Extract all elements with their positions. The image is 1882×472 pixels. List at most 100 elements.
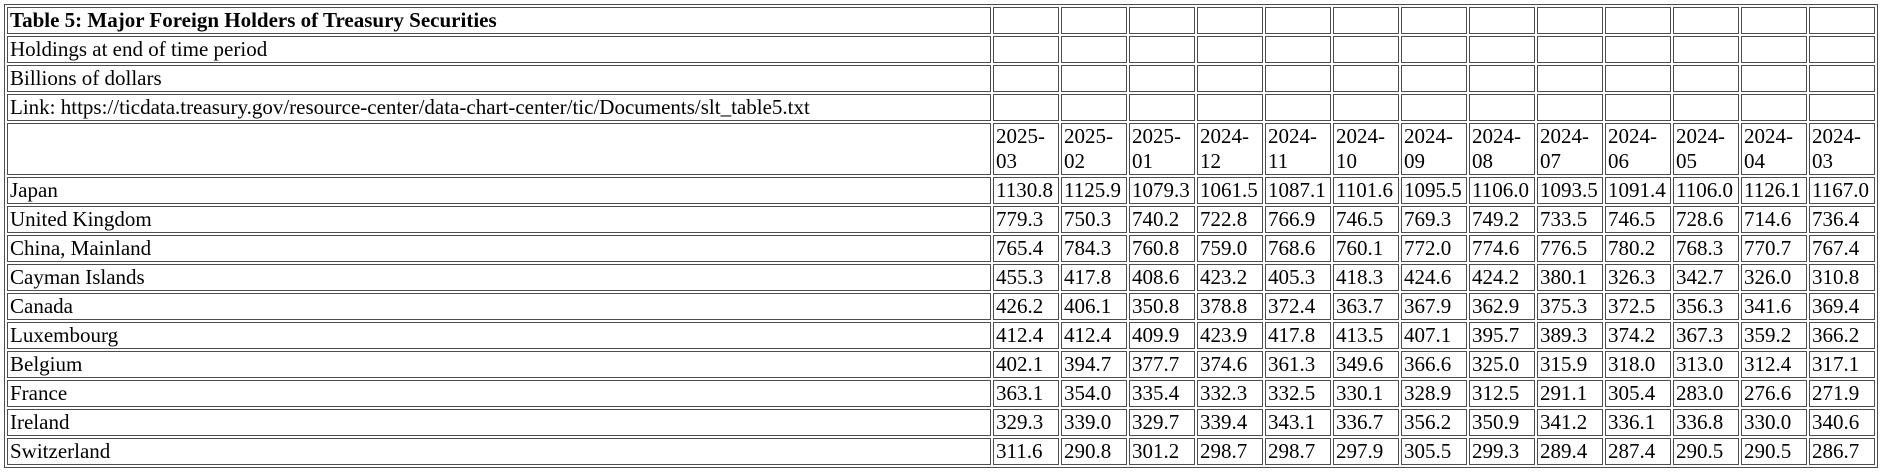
value-cell: 774.6 — [1469, 235, 1535, 262]
empty-cell — [1265, 36, 1331, 63]
value-cell: 318.0 — [1605, 351, 1671, 378]
value-cell: 283.0 — [1673, 380, 1739, 407]
date-column-header: 2025-01 — [1129, 123, 1195, 175]
value-cell: 290.5 — [1673, 438, 1739, 465]
value-cell: 413.5 — [1333, 322, 1399, 349]
value-cell: 343.1 — [1265, 409, 1331, 436]
value-cell: 412.4 — [1061, 322, 1127, 349]
value-cell: 424.2 — [1469, 264, 1535, 291]
value-cell: 1125.9 — [1061, 177, 1127, 204]
value-cell: 1091.4 — [1605, 177, 1671, 204]
empty-cell — [1401, 65, 1467, 92]
empty-cell — [993, 36, 1059, 63]
value-cell: 330.0 — [1741, 409, 1807, 436]
value-cell: 769.3 — [1401, 206, 1467, 233]
value-cell: 310.8 — [1809, 264, 1875, 291]
value-cell: 363.1 — [993, 380, 1059, 407]
date-column-header: 2024-06 — [1605, 123, 1671, 175]
value-cell: 372.5 — [1605, 293, 1671, 320]
empty-cell — [1197, 94, 1263, 121]
value-cell: 339.0 — [1061, 409, 1127, 436]
value-cell: 728.6 — [1673, 206, 1739, 233]
value-cell: 417.8 — [1265, 322, 1331, 349]
table-row: Luxembourg 412.4 412.4 409.9 423.9 417.8 413.5… — [7, 322, 1875, 349]
date-column-header: 2025-03 — [993, 123, 1059, 175]
title-row: Table 5: Major Foreign Holders of Treasu… — [7, 7, 1875, 34]
value-cell: 776.5 — [1537, 235, 1603, 262]
value-cell: 366.6 — [1401, 351, 1467, 378]
value-cell: 1126.1 — [1741, 177, 1807, 204]
value-cell: 271.9 — [1809, 380, 1875, 407]
country-label: Cayman Islands — [7, 264, 991, 291]
value-cell: 377.7 — [1129, 351, 1195, 378]
value-cell: 342.7 — [1673, 264, 1739, 291]
value-cell: 746.5 — [1333, 206, 1399, 233]
value-cell: 767.4 — [1809, 235, 1875, 262]
value-cell: 736.4 — [1809, 206, 1875, 233]
value-cell: 374.6 — [1197, 351, 1263, 378]
value-cell: 366.2 — [1809, 322, 1875, 349]
value-cell: 330.1 — [1333, 380, 1399, 407]
country-label: Switzerland — [7, 438, 991, 465]
value-cell: 329.7 — [1129, 409, 1195, 436]
table-title: Table 5: Major Foreign Holders of Treasu… — [7, 7, 991, 34]
date-header-row: 2025-03 2025-02 2025-01 2024-12 2024-11 2024-… — [7, 123, 1875, 175]
value-cell: 405.3 — [1265, 264, 1331, 291]
value-cell: 1106.0 — [1673, 177, 1739, 204]
value-cell: 375.3 — [1537, 293, 1603, 320]
table-row: Belgium 402.1 394.7 377.7 374.6 361.3 349.6 366… — [7, 351, 1875, 378]
value-cell: 291.1 — [1537, 380, 1603, 407]
value-cell: 740.2 — [1129, 206, 1195, 233]
empty-cell — [1741, 7, 1807, 34]
empty-cell — [1333, 7, 1399, 34]
value-cell: 1130.8 — [993, 177, 1059, 204]
value-cell: 407.1 — [1401, 322, 1467, 349]
date-column-header: 2024-12 — [1197, 123, 1263, 175]
empty-cell — [993, 94, 1059, 121]
empty-cell — [1741, 36, 1807, 63]
value-cell: 714.6 — [1741, 206, 1807, 233]
value-cell: 326.0 — [1741, 264, 1807, 291]
empty-cell — [1605, 65, 1671, 92]
empty-cell — [1469, 94, 1535, 121]
empty-cell — [1469, 65, 1535, 92]
country-label: France — [7, 380, 991, 407]
value-cell: 760.1 — [1333, 235, 1399, 262]
empty-cell — [1401, 36, 1467, 63]
value-cell: 312.5 — [1469, 380, 1535, 407]
empty-cell — [1265, 65, 1331, 92]
value-cell: 1167.0 — [1809, 177, 1875, 204]
empty-cell — [1537, 36, 1603, 63]
value-cell: 332.3 — [1197, 380, 1263, 407]
date-column-header: 2024-04 — [1741, 123, 1807, 175]
empty-cell — [1673, 7, 1739, 34]
value-cell: 325.0 — [1469, 351, 1535, 378]
empty-cell — [1129, 65, 1195, 92]
empty-cell — [1061, 7, 1127, 34]
empty-cell — [1537, 7, 1603, 34]
empty-corner-cell — [7, 123, 991, 175]
table-row: China, Mainland 765.4 784.3 760.8 759.0 768.6… — [7, 235, 1875, 262]
empty-cell — [1537, 65, 1603, 92]
value-cell: 750.3 — [1061, 206, 1127, 233]
value-cell: 395.7 — [1469, 322, 1535, 349]
value-cell: 378.8 — [1197, 293, 1263, 320]
value-cell: 409.9 — [1129, 322, 1195, 349]
value-cell: 289.4 — [1537, 438, 1603, 465]
empty-cell — [1197, 65, 1263, 92]
value-cell: 749.2 — [1469, 206, 1535, 233]
holdings-note: Holdings at end of time period — [7, 36, 991, 63]
value-cell: 311.6 — [993, 438, 1059, 465]
link-row: Link: https://ticdata.treasury.gov/resou… — [7, 94, 1875, 121]
empty-cell — [1129, 7, 1195, 34]
value-cell: 336.1 — [1605, 409, 1671, 436]
value-cell: 297.9 — [1333, 438, 1399, 465]
units-note: Billions of dollars — [7, 65, 991, 92]
value-cell: 349.6 — [1333, 351, 1399, 378]
table-row: France 363.1 354.0 335.4 332.3 332.5 330.1 328.… — [7, 380, 1875, 407]
value-cell: 298.7 — [1197, 438, 1263, 465]
treasury-holdings-table: Table 5: Major Foreign Holders of Treasu… — [4, 4, 1878, 468]
date-column-header: 2025-02 — [1061, 123, 1127, 175]
date-column-header: 2024-10 — [1333, 123, 1399, 175]
value-cell: 1093.5 — [1537, 177, 1603, 204]
